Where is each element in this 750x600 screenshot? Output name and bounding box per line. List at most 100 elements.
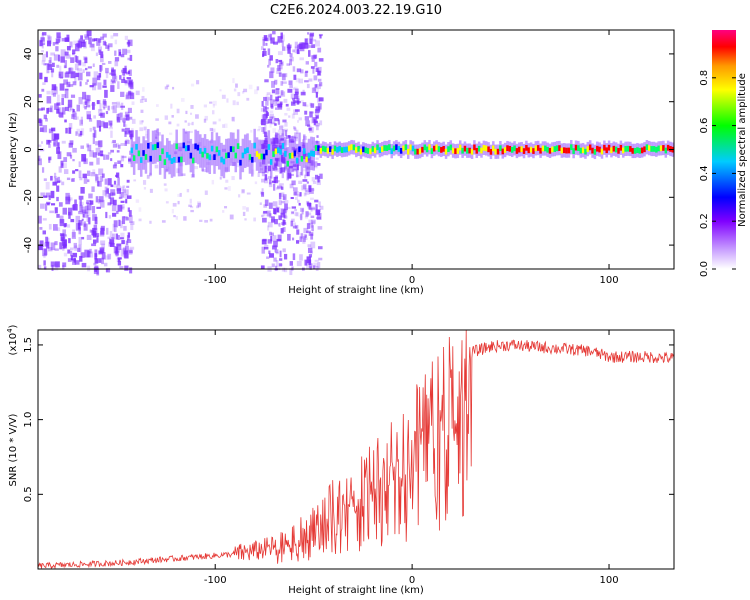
spectrogram-noise-cell [112,73,117,80]
spectrogram-noise-cell [41,60,46,65]
spectrogram-ridge-cell [284,150,287,157]
spectrogram-noise-cell [304,174,307,179]
spectrogram-noise-cell [121,128,125,132]
spectrogram-noise-cell [70,218,75,223]
spectrogram-ridge-cell [501,148,505,155]
spectrogram-noise-cell [186,188,190,193]
spectrogram-noise-cell [125,71,129,75]
spectrogram-burst-cell [279,192,285,197]
spectrogram-noise-cell [70,255,73,261]
spectrogram-burst-cell [267,239,272,244]
spectrogram-noise-cell [59,65,62,74]
spectrogram-burst-cell [278,263,283,267]
spectrogram-burst-cell [278,183,284,186]
spectrogram-noise-cell [66,224,71,228]
spectrogram-noise-cell [58,166,62,173]
spectrogram-ridge-cell [357,145,360,152]
spectrogram-burst-cell [315,67,319,73]
spectrogram-noise-cell [231,116,234,121]
spectrogram-ridge-cell [262,153,266,160]
spectrogram-burst-cell [302,183,307,190]
spectrogram-noise-cell [41,107,45,111]
spectrogram-noise-cell [100,227,105,235]
spectrogram-ridge-cell [596,145,599,152]
spectrogram-noise-cell [294,137,298,142]
spectrogram-noise-cell [196,80,200,85]
spectrogram-noise-cell [145,134,148,139]
spectrogram-burst-cell [281,167,286,173]
spectrogram-ridge-cell [142,150,145,156]
spectrogram-noise-cell [47,34,51,40]
spectrogram-ridge-cell [411,145,415,152]
spectrogram-noise-cell [39,119,43,127]
spectrogram-burst-cell [267,176,272,180]
spectrogram-ridge-cell [255,151,259,157]
spectrogram-noise-cell [85,67,88,71]
spectrogram-noise-cell [68,142,73,148]
spectrogram-burst-cell [318,257,323,261]
spectrogram-noise-cell [60,49,66,57]
spectrogram-noise-cell [298,180,303,185]
spectrogram-noise-cell [46,201,51,205]
spectrogram-burst-cell [286,44,292,49]
spectrogram-ridge-cell [139,157,143,163]
spectrogram-noise-cell [98,113,103,116]
spectrogram-noise-cell [294,208,297,212]
spectrogram-burst-cell [262,38,265,46]
spectrogram-noise-cell [157,132,161,136]
spectrogram-burst-cell [296,147,299,154]
spectrogram-noise-cell [139,120,143,125]
spectrogram-noise-cell [39,127,44,132]
spectrogram-noise-cell [78,60,82,66]
spectrogram-noise-cell [116,243,122,250]
spectrogram-burst-cell [280,208,286,215]
spectrogram-noise-cell [93,38,98,42]
spectrogram-ridge-cell [404,144,408,151]
spectrogram-burst-cell [277,119,281,125]
spectrogram-noise-cell [74,76,77,83]
spectrogram-noise-cell [94,258,99,264]
spectrogram-burst-cell [301,208,304,215]
spectrogram-burst-cell [261,46,264,50]
spectrogram-noise-cell [69,154,73,159]
spectrogram-ridge-cell [267,144,271,150]
spectrogram-noise-cell [124,65,127,74]
spectrogram-noise-cell [116,101,121,105]
spectrogram-burst-cell [292,253,296,261]
spectrogram-noise-cell [127,207,130,212]
spectrogram-noise-cell [260,107,265,112]
spectrogram-burst-cell [294,41,298,49]
spectrogram-noise-cell [66,34,70,42]
spectrogram-noise-cell [163,183,167,186]
spectrogram-ridge-cell [648,145,651,151]
spectrogram-burst-cell [271,263,275,268]
spectrogram-noise-cell [64,60,68,69]
spectrogram-ridge-cell [203,147,207,154]
spectrogram-noise-cell [110,35,114,39]
spectrogram-noise-cell [126,188,129,195]
spectrogram-ridge-cell [132,155,136,162]
spectrogram-ridge-cell [371,146,375,152]
spectrogram-noise-cell [93,262,97,266]
spectrogram-noise-cell [63,79,69,85]
spectrogram-noise-cell [113,220,118,228]
spectrogram-noise-cell [92,133,95,137]
colorbar-tick-label: 0.8 [699,70,710,86]
spectrogram-burst-cell [303,192,307,197]
spectrogram-burst-cell [269,179,272,185]
spectrogram-noise-cell [59,215,64,224]
spectrogram-noise-cell [43,266,47,270]
spectrogram-noise-cell [93,115,96,119]
spectrogram-noise-cell [130,92,135,100]
spectrogram-noise-cell [65,196,71,205]
spectrogram-ridge-cell [248,154,252,160]
spectrogram-noise-cell [118,113,123,118]
spectrogram-noise-cell [120,186,124,191]
spectrogram-burst-cell [311,44,316,48]
spectrogram-burst-cell [315,209,321,216]
spectrogram-ridge-cell [279,149,282,155]
spectrogram-noise-cell [64,88,69,91]
spectrogram-noise-cell [242,206,246,210]
spectrogram-noise-cell [238,194,241,198]
spectrogram-ridge-cell [381,146,384,152]
